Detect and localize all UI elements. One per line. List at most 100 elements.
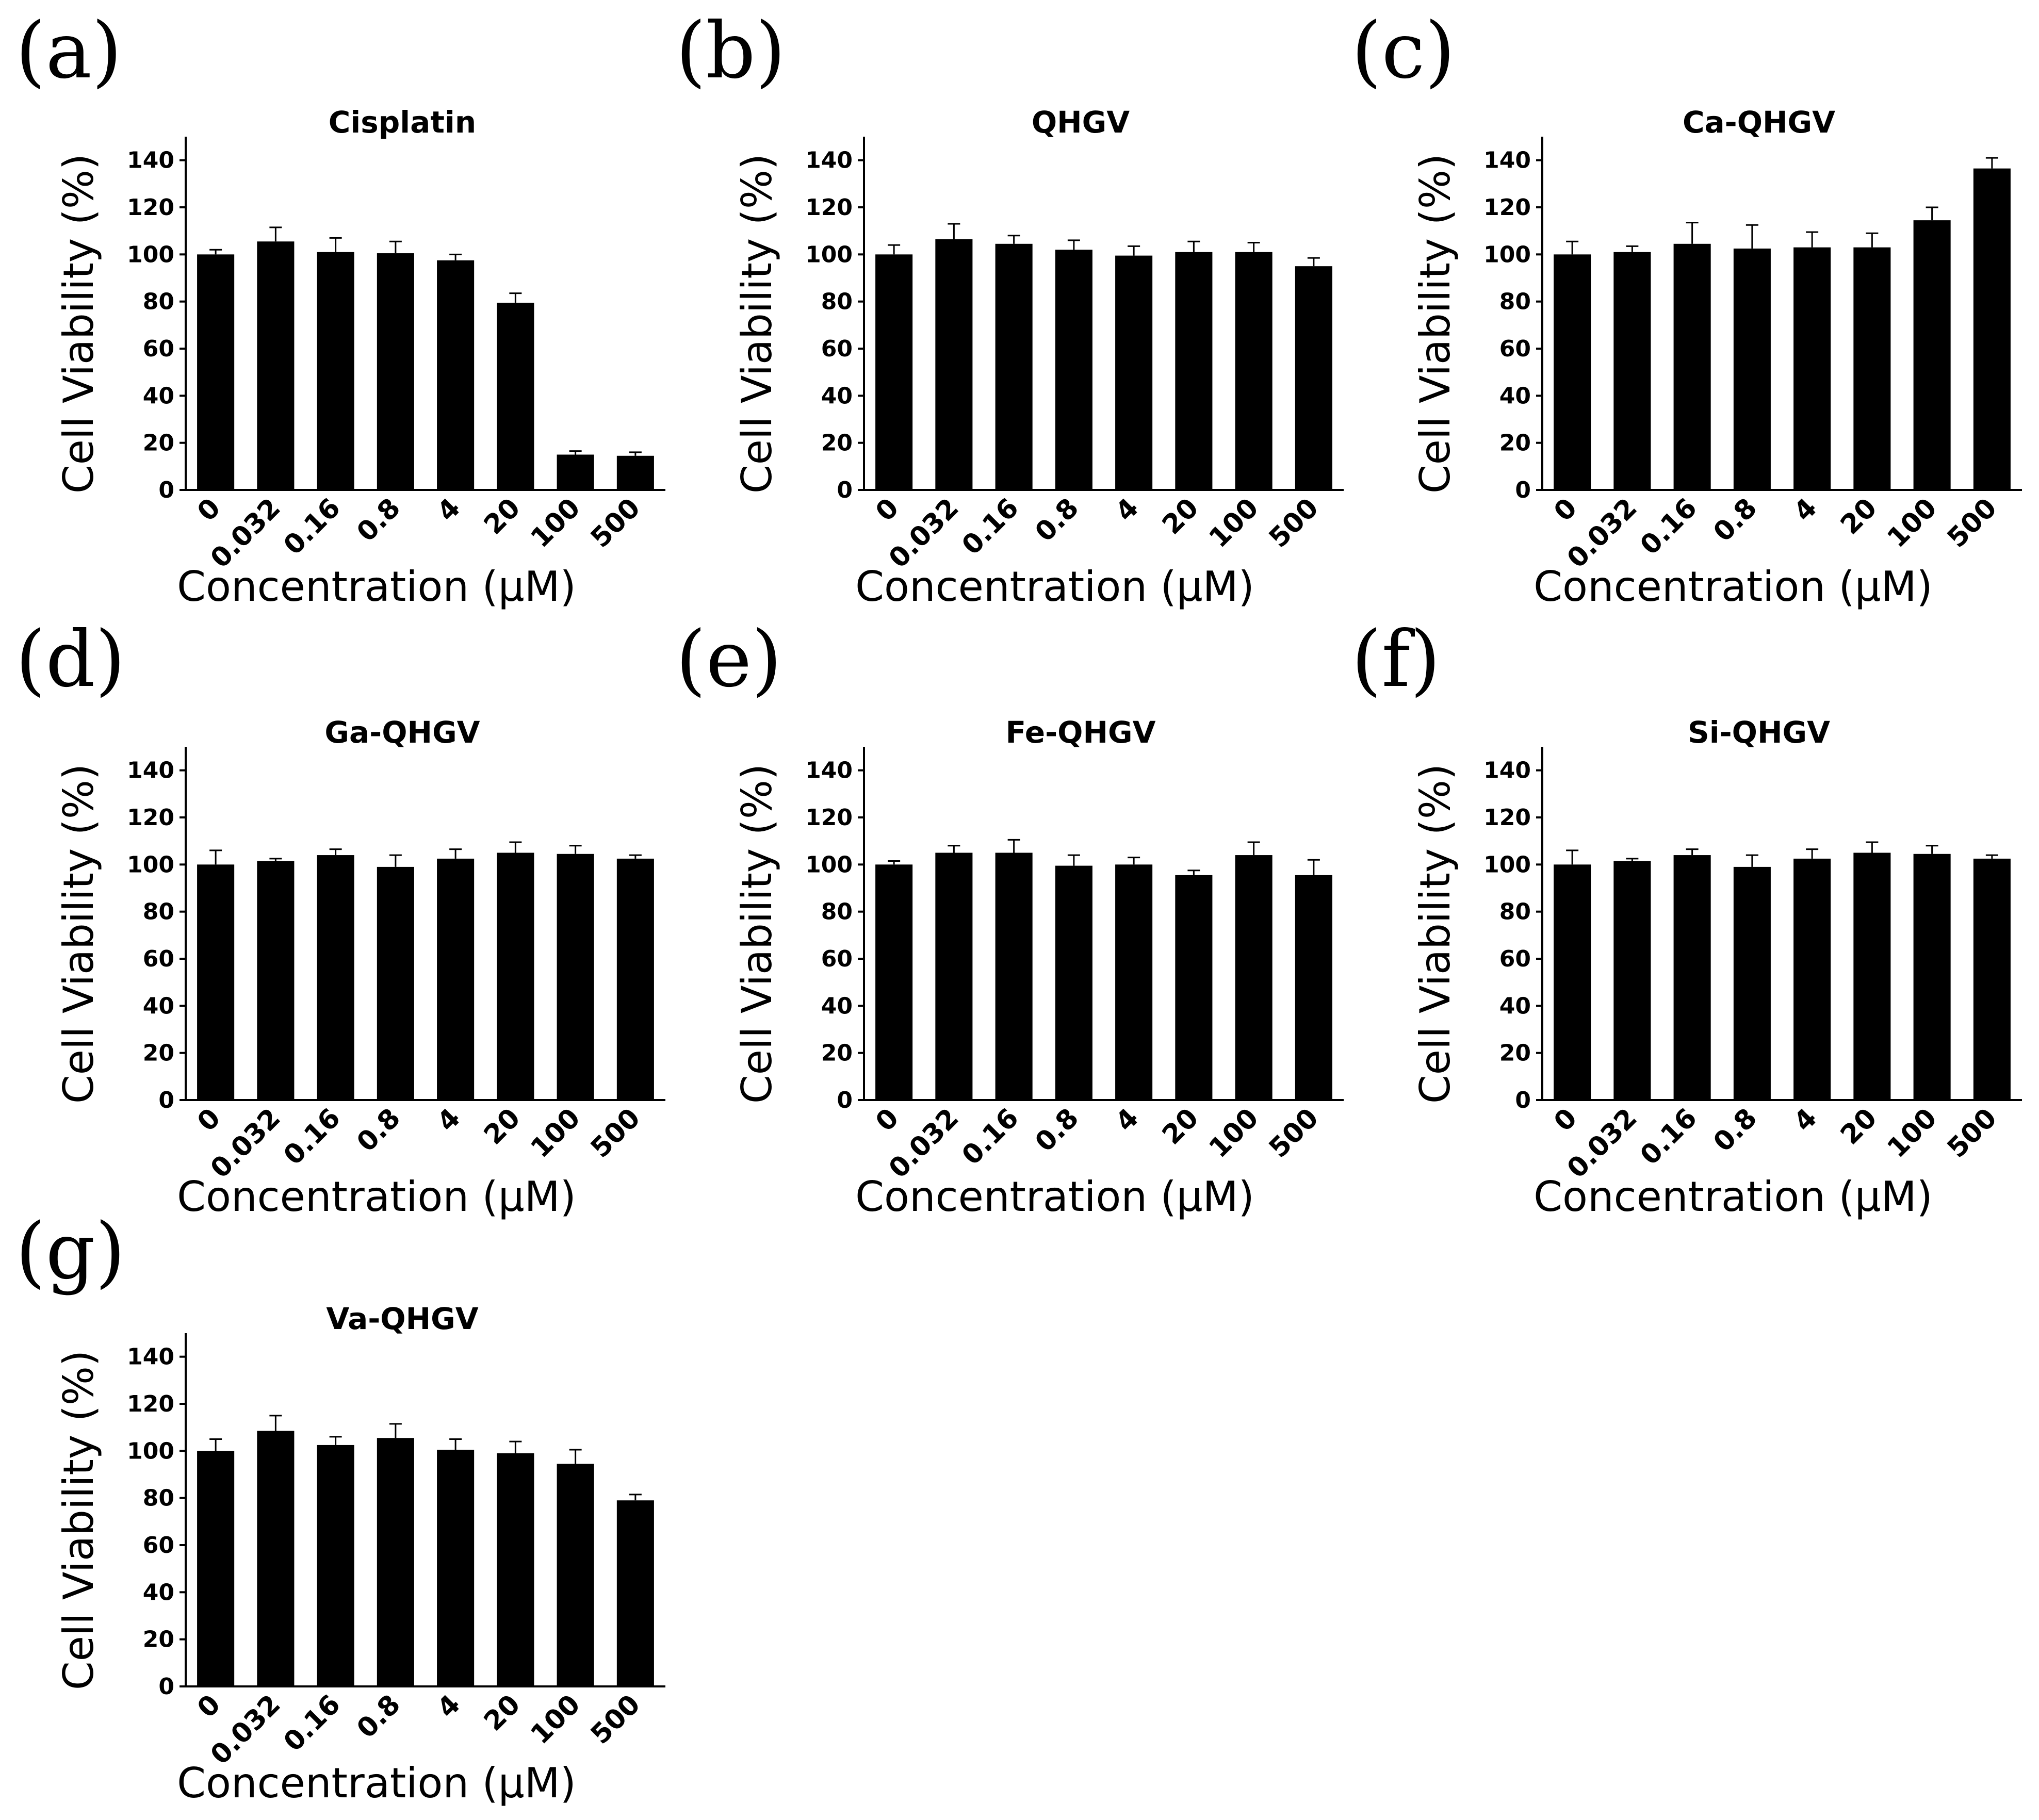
bar [1613,861,1651,1100]
y-axis-title: Cell Viability (%) [55,1350,103,1690]
y-tick-label: 100 [127,1438,174,1464]
x-tick-label: 100 [1203,493,1265,554]
bar [1793,247,1831,490]
x-tick-label: 20 [478,493,527,541]
x-tick-label: 20 [1835,493,1883,541]
bar [1235,855,1273,1100]
x-tick-label: 4 [1110,493,1145,528]
bar [1115,255,1153,490]
y-tick-label: 120 [1483,194,1531,221]
x-axis-title: Concentration (μM) [1534,1173,1933,1221]
y-tick-label: 80 [1499,899,1531,925]
bar [1235,252,1273,490]
bar [1554,254,1591,490]
y-tick-label: 20 [821,1040,853,1067]
y-tick-label: 140 [1483,147,1531,174]
bar [1733,866,1771,1100]
panel-letter: (d) [15,615,125,704]
x-axis-title: Concentration (μM) [855,563,1254,611]
panel-letter: (b) [676,6,786,96]
y-tick-label: 20 [143,1627,174,1653]
y-tick-label: 0 [1515,477,1531,503]
x-tick-label: 20 [478,1689,527,1737]
x-tick-label: 4 [431,1689,466,1724]
y-tick-label: 60 [143,1532,174,1559]
x-tick-label: 500 [1263,493,1325,554]
bar [1673,855,1711,1100]
x-tick-label: 500 [585,493,646,554]
x-tick-label: 0.8 [1029,1103,1085,1158]
x-tick-label: 0.8 [1707,493,1763,548]
y-tick-label: 0 [1515,1087,1531,1113]
x-tick-label: 0.16 [278,493,347,561]
y-tick-label: 40 [1499,383,1531,409]
bar [197,254,235,490]
bar [497,852,534,1100]
y-tick-label: 120 [127,805,174,831]
bar [1853,247,1891,490]
y-tick-label: 40 [143,993,174,1019]
y-tick-label: 40 [143,383,174,409]
y-tick-label: 80 [1499,289,1531,315]
x-tick-label: 20 [478,1103,527,1151]
bar [1853,852,1891,1100]
x-tick-label: 0.8 [351,1689,406,1745]
bar [1673,243,1711,490]
x-tick-label: 4 [1110,1103,1145,1138]
bar [1973,168,2011,490]
y-tick-label: 20 [143,1040,174,1067]
y-tick-label: 0 [837,477,853,503]
bar [557,454,594,490]
y-tick-label: 60 [821,336,853,362]
y-tick-label: 120 [805,805,853,831]
chart-title: Ca-QHGV [1683,105,1835,140]
bar [317,252,354,490]
x-tick-label: 100 [525,493,586,554]
bar [616,1500,654,1686]
bar [437,260,475,490]
x-tick-label: 20 [1835,1103,1883,1151]
x-tick-label: 0.8 [351,1103,406,1158]
bar [257,241,295,490]
y-tick-label: 100 [1483,851,1531,878]
bar [1793,858,1831,1100]
x-tick-label: 100 [1203,1103,1265,1164]
bar [1055,250,1092,490]
bar [437,858,475,1100]
x-tick-label: 0 [870,493,905,528]
bar [1973,858,2011,1100]
bar [1295,266,1332,490]
y-tick-label: 140 [805,147,853,174]
bar [437,1450,475,1686]
bar [197,1451,235,1686]
x-axis-title: Concentration (μM) [177,1173,576,1221]
bar [557,1464,594,1686]
y-tick-label: 60 [1499,336,1531,362]
x-tick-label: 0 [191,493,226,528]
panel-letter: (c) [1351,6,1455,96]
y-tick-label: 140 [127,147,174,174]
x-tick-label: 500 [1263,1103,1325,1164]
chart-title: Va-QHGV [326,1301,478,1336]
y-tick-label: 40 [821,383,853,409]
bar [377,253,414,490]
y-axis-title: Cell Viability (%) [733,154,781,494]
y-tick-label: 80 [821,289,853,315]
bar [1913,854,1951,1100]
bar [257,1431,295,1686]
chart-title: QHGV [1032,105,1130,140]
bar [377,866,414,1100]
y-tick-label: 80 [821,899,853,925]
bar [1554,864,1591,1100]
chart-title: Ga-QHGV [324,715,480,750]
x-tick-label: 0.16 [1635,493,1703,561]
x-tick-label: 500 [1942,1103,2003,1164]
y-tick-label: 40 [1499,993,1531,1019]
y-tick-label: 0 [158,1087,174,1113]
y-tick-label: 20 [143,430,174,456]
bar [935,239,973,490]
x-tick-label: 0.16 [278,1689,347,1758]
x-tick-label: 0 [1548,1103,1583,1138]
